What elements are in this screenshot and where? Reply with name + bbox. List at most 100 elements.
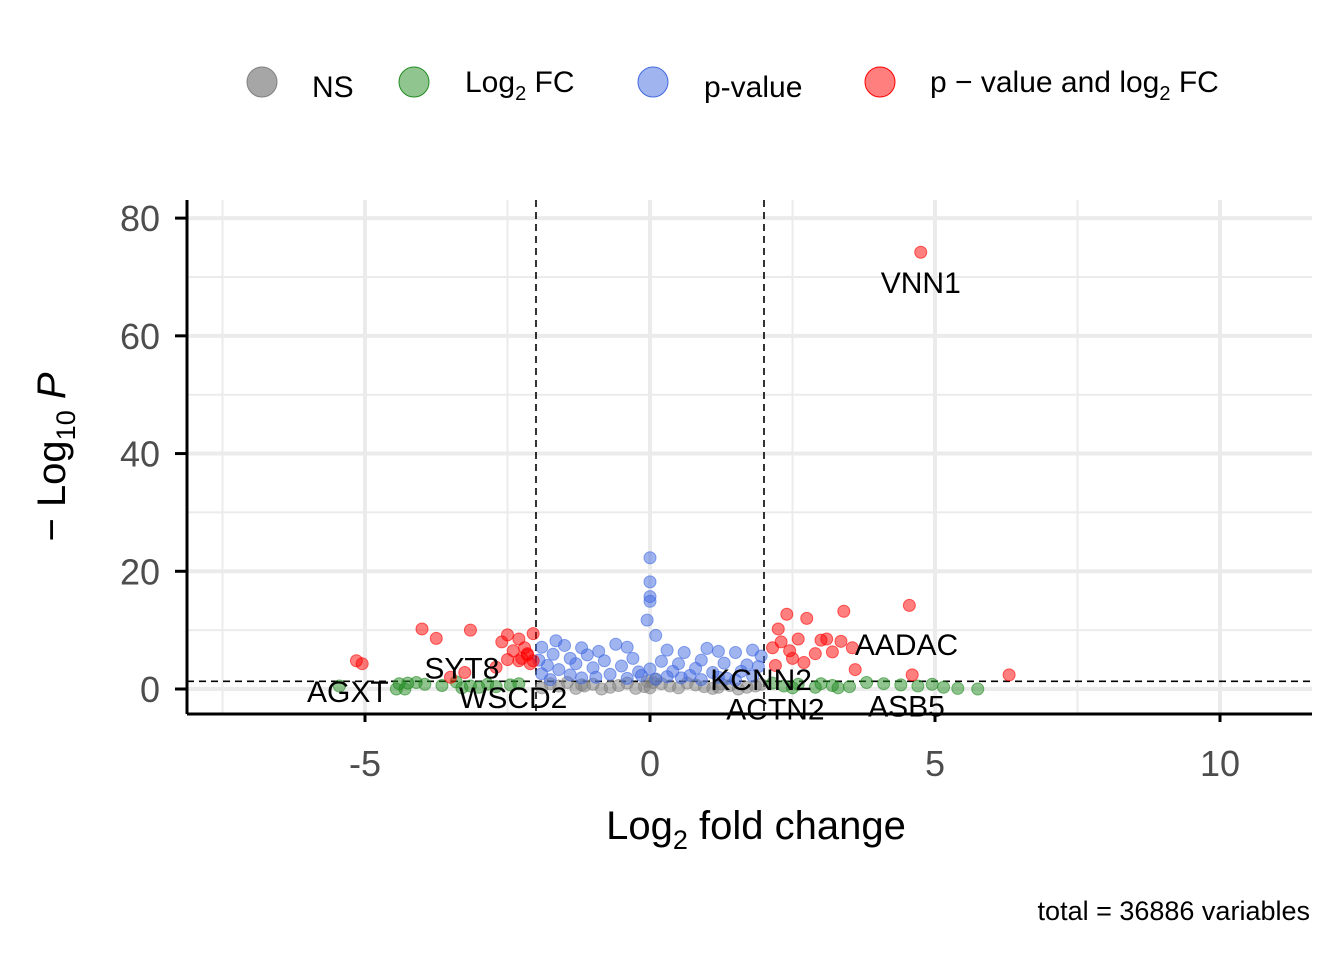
data-point — [595, 682, 609, 696]
data-point — [489, 680, 503, 694]
data-point — [563, 668, 577, 682]
legend-key-log2fc — [398, 66, 430, 98]
data-point — [677, 646, 691, 660]
legend-label-pvalue: p-value — [704, 71, 802, 104]
legend-label-log2fc: Log2 FC — [465, 66, 575, 105]
data-point — [951, 681, 965, 695]
data-point — [643, 551, 657, 565]
data-point — [649, 672, 663, 686]
data-point — [845, 641, 859, 655]
data-point — [495, 635, 509, 649]
legend-label-both: p − value and log2 FC — [930, 66, 1219, 105]
data-point — [543, 673, 557, 687]
data-point — [620, 640, 634, 654]
legend-item-pvalue: p-value — [637, 66, 802, 104]
data-point — [429, 631, 443, 645]
data-point — [444, 670, 457, 684]
series-p-value — [532, 551, 768, 687]
data-point — [603, 667, 617, 681]
data-point — [771, 622, 785, 636]
data-point — [415, 622, 429, 636]
data-point — [463, 623, 477, 637]
data-point — [629, 681, 643, 695]
data-point — [435, 678, 449, 692]
data-point — [1002, 668, 1016, 682]
data-point — [643, 594, 657, 608]
data-point — [825, 645, 839, 659]
data-point — [808, 647, 822, 661]
data-point — [597, 654, 611, 668]
data-point — [820, 632, 834, 646]
data-point — [398, 682, 412, 696]
x-tick-label: 5 — [925, 743, 945, 784]
data-point — [729, 646, 742, 660]
data-point — [620, 671, 634, 685]
x-tick-label: -5 — [349, 743, 381, 784]
data-point — [814, 677, 828, 691]
gene-label: WSCD2 — [459, 682, 567, 715]
data-point — [615, 659, 628, 673]
data-point — [609, 637, 623, 651]
data-point — [674, 671, 688, 685]
data-point — [558, 638, 571, 652]
data-point — [791, 632, 805, 646]
data-point — [355, 657, 369, 671]
gene-labels: VNN1 AADAC SYT8 KCNN2 AGXT WSCD2 ACTN2 ASB5 — [307, 267, 961, 727]
data-point — [911, 679, 925, 693]
data-point — [902, 598, 916, 612]
data-point — [552, 663, 566, 677]
data-point — [768, 658, 782, 672]
data-point — [526, 627, 540, 641]
legend-item-both: p − value and log2 FC — [864, 66, 1219, 105]
data-point — [837, 604, 851, 618]
y-tick-label: 20 — [120, 551, 160, 592]
gene-label: AGXT — [307, 676, 389, 709]
data-point — [800, 611, 814, 625]
x-axis-title: Log2 fold change — [606, 804, 906, 855]
legend-label-ns: NS — [312, 71, 354, 104]
data-point — [512, 677, 526, 691]
y-axis-title: − Log10 P — [30, 372, 81, 541]
y-tick-label: 60 — [120, 316, 160, 357]
data-point — [971, 682, 985, 696]
data-point — [925, 677, 939, 691]
legend-item-log2fc: Log2 FC — [398, 66, 575, 105]
gene-label: ACTN2 — [726, 694, 824, 727]
grid — [187, 200, 1312, 714]
data-point — [834, 634, 848, 648]
data-point — [654, 654, 668, 668]
data-point — [786, 681, 799, 695]
data-point — [877, 677, 891, 691]
gene-label: SYT8 — [424, 652, 499, 685]
data-point — [797, 656, 811, 670]
caption: total = 36886 variables — [1038, 896, 1310, 926]
data-point — [843, 680, 856, 694]
data-point — [569, 657, 583, 671]
axes: -5 0 5 10 0 20 40 60 80 — [120, 198, 1312, 784]
legend-key-both — [864, 66, 896, 98]
data-point — [589, 670, 603, 684]
data-points — [332, 245, 1016, 696]
data-point — [905, 668, 919, 682]
series-log2-fc — [332, 675, 985, 696]
threshold-lines — [187, 200, 1312, 714]
data-point — [626, 651, 640, 665]
data-point — [535, 640, 549, 654]
data-point — [458, 666, 472, 680]
data-point — [766, 641, 780, 655]
data-point — [640, 613, 654, 627]
data-point — [746, 669, 760, 683]
legend-key-pvalue — [637, 66, 669, 98]
data-point — [831, 681, 845, 695]
legend-item-ns: NS — [246, 66, 354, 104]
data-point — [894, 678, 908, 692]
data-point — [575, 671, 589, 685]
data-point — [717, 656, 731, 670]
data-point — [700, 641, 714, 655]
data-point — [489, 660, 503, 674]
data-point — [501, 653, 514, 667]
data-point — [546, 647, 560, 661]
x-tick-label: 0 — [640, 743, 660, 784]
data-point — [751, 660, 765, 674]
